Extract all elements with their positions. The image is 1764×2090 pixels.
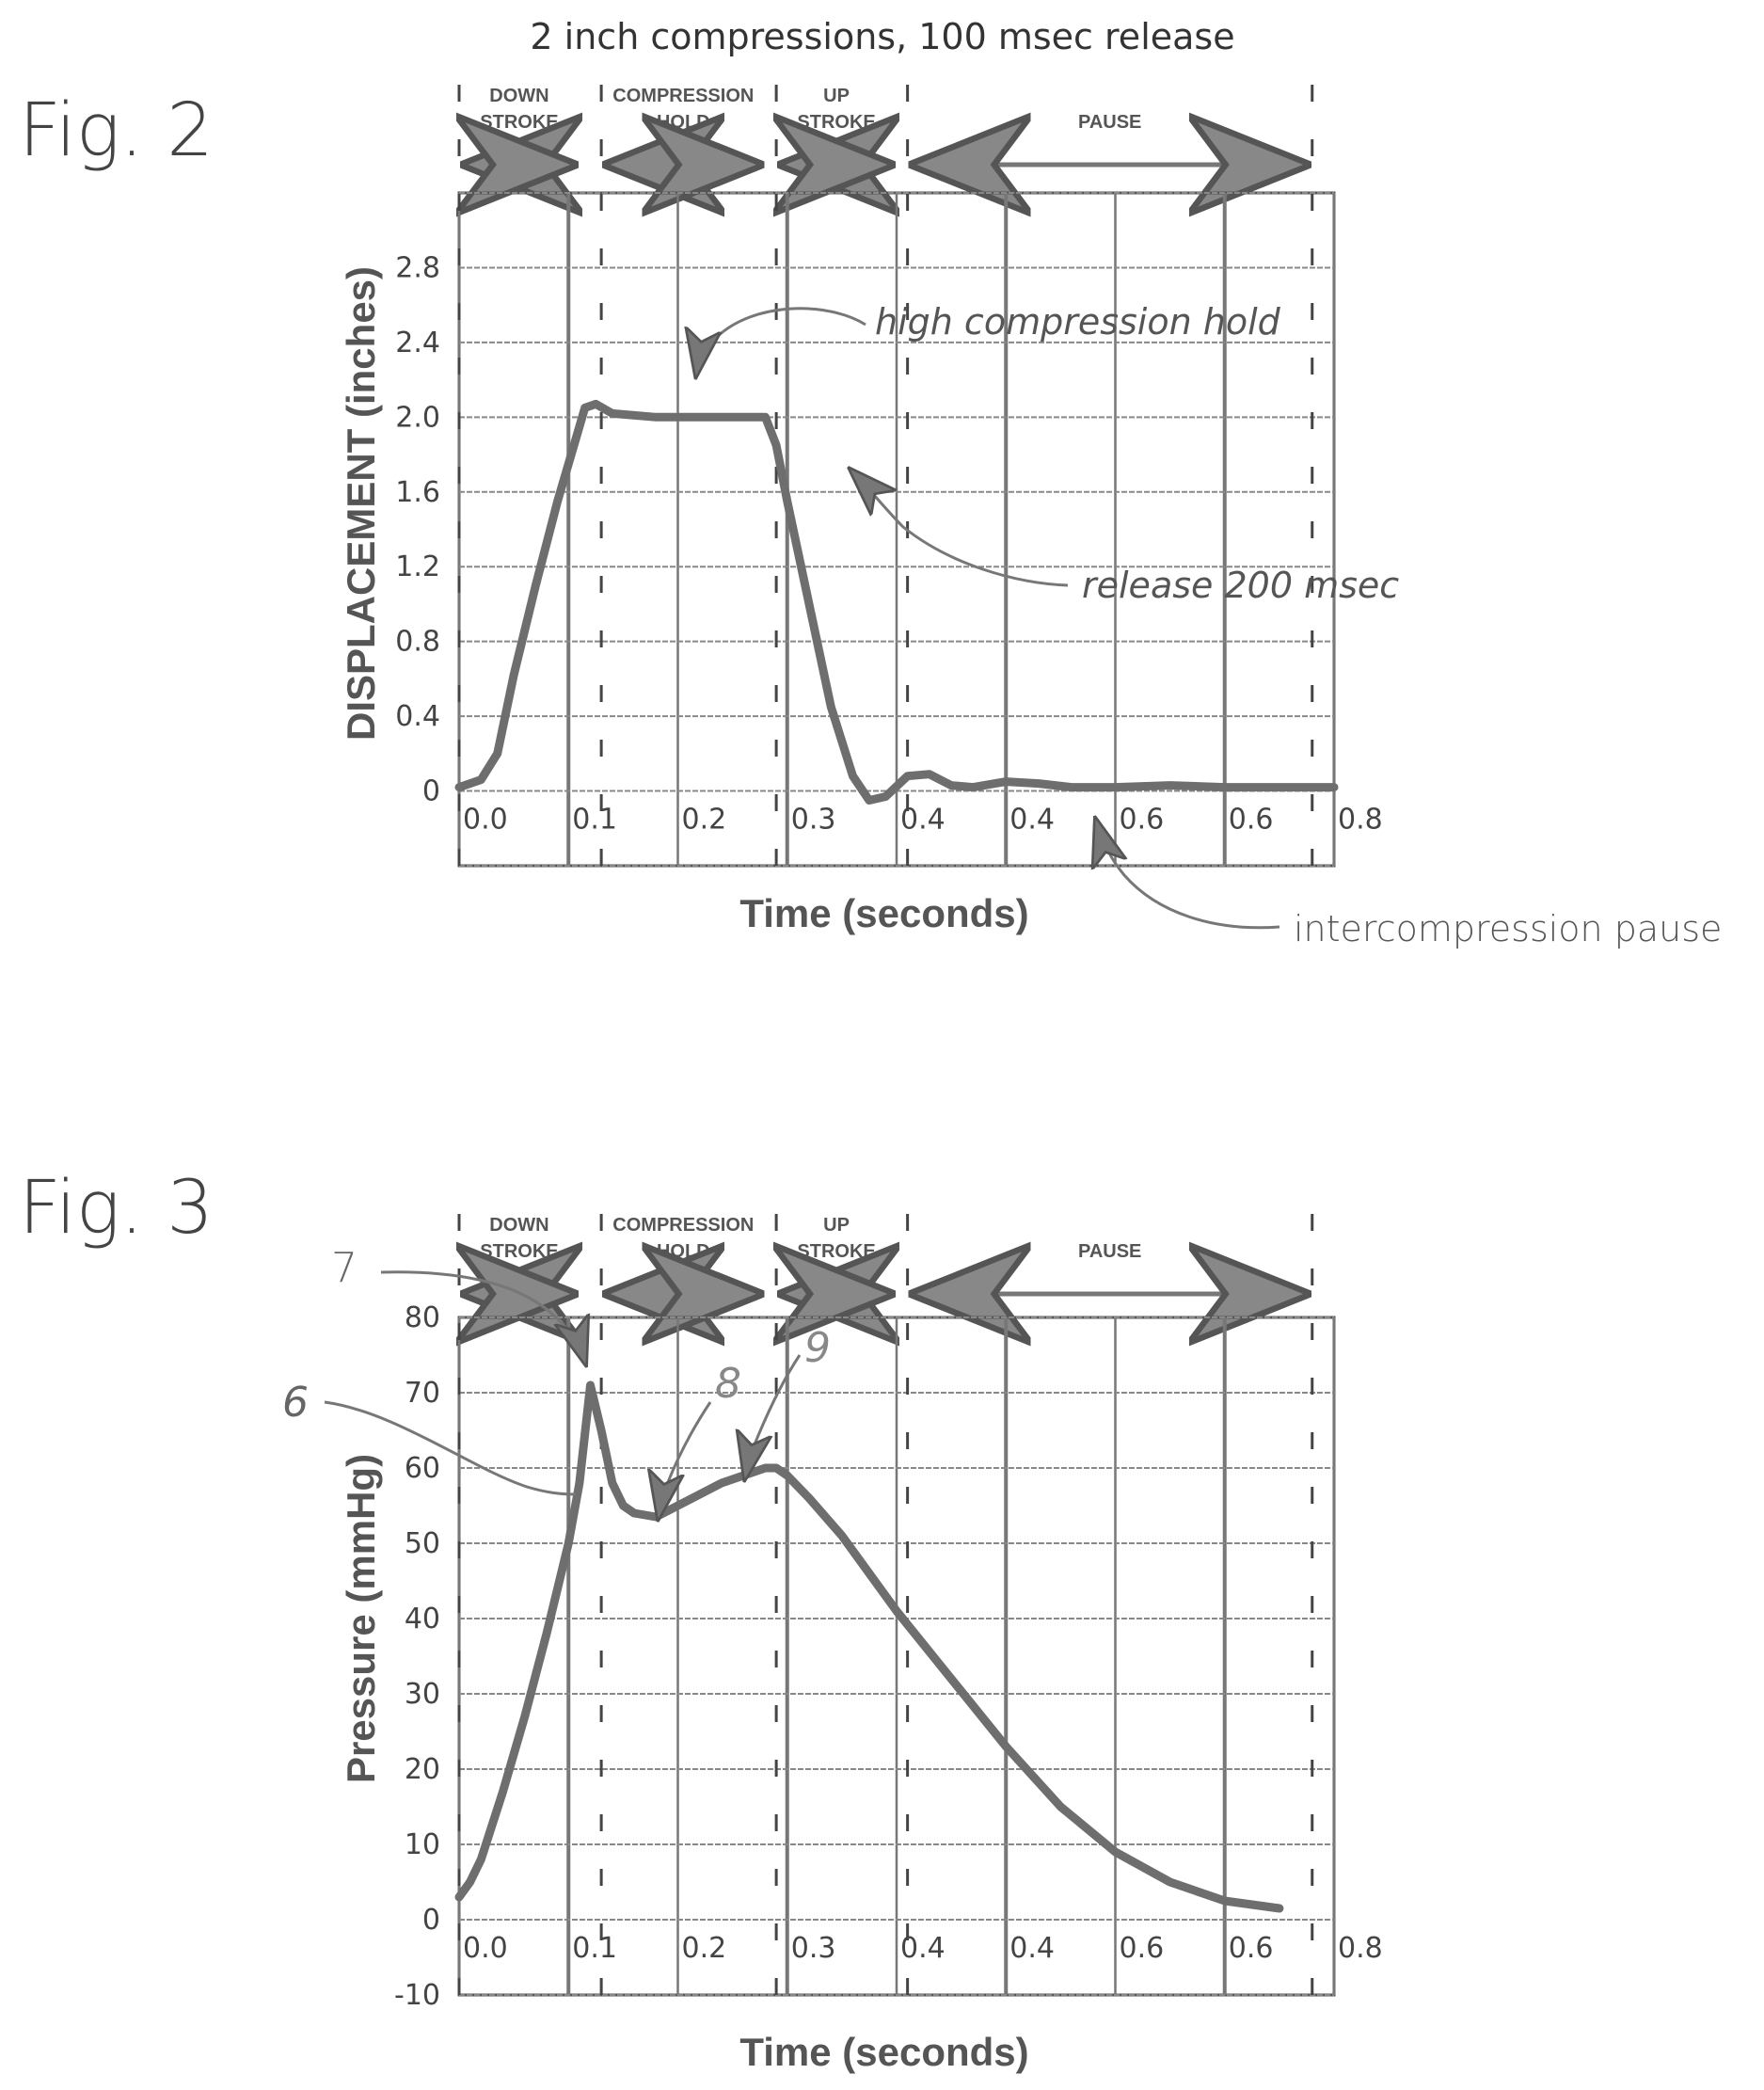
phase-label: STROKE — [797, 112, 875, 133]
y-tick-label: 2.4 — [395, 327, 440, 359]
phase-boundaries — [457, 1214, 1314, 1995]
x-tick-label: 0.4 — [900, 1932, 946, 1965]
y-tick-label: 1.2 — [395, 550, 440, 583]
figure-3-label: Fig. 3 — [19, 1166, 214, 1251]
y-axis-label: DISPLACEMENT (inches) — [339, 266, 383, 741]
phase-label: STROKE — [480, 1241, 558, 1262]
y-tick-label: 0.4 — [395, 700, 440, 733]
x-tick-label: 0.1 — [572, 1932, 617, 1965]
x-tick-label: 0.3 — [791, 804, 836, 837]
annotation-label: high compression hold — [875, 301, 1281, 343]
phase-label: UP — [823, 86, 850, 106]
annotation-arrow — [1096, 821, 1280, 930]
x-tick-label: 0.1 — [572, 804, 617, 837]
x-tick-label: 0.2 — [682, 804, 727, 837]
annotation-arrow — [324, 1400, 577, 1496]
x-axis-label: Time (seconds) — [739, 2030, 1028, 2074]
y-axis-label: Pressure (mmHg) — [339, 1454, 383, 1783]
x-tick-labels: 0.0 0.1 0.2 0.3 0.4 0.4 0.6 0.6 0.8 — [463, 804, 1383, 837]
x-tick-label: 0.6 — [1229, 804, 1274, 837]
annotation-label: 8 — [715, 1360, 741, 1408]
y-tick-label: 0 — [422, 775, 440, 808]
phase-label: DOWN — [489, 1215, 548, 1236]
annotation-arrow — [851, 471, 1069, 587]
series-line-pressure — [454, 1380, 1284, 1913]
annotation-arrow — [659, 1401, 712, 1517]
y-tick-labels: 0 0.4 0.8 1.2 1.6 2.0 2.4 2.8 — [395, 251, 440, 807]
x-tick-label: 0.8 — [1338, 1932, 1383, 1965]
phase-boundaries — [457, 85, 1314, 880]
y-tick-label: 20 — [405, 1753, 440, 1786]
annotation-label: release 200 msec — [1082, 565, 1399, 606]
phase-label: PAUSE — [1078, 1241, 1141, 1262]
annotation-arrow — [745, 1354, 802, 1477]
x-tick-label: 0.4 — [1009, 1932, 1055, 1965]
x-tick-label: 0.6 — [1229, 1932, 1274, 1965]
annotation-arrow — [696, 307, 866, 375]
y-tick-label: 2.8 — [395, 251, 440, 284]
phase-label: COMPRESSION — [612, 86, 754, 106]
annotation-arrow — [380, 1270, 585, 1363]
y-tick-labels: -10 0 10 20 30 40 50 60 70 80 — [394, 1301, 440, 2012]
x-tick-label: 0.8 — [1338, 804, 1383, 837]
phase-indicators: DOWN STROKE COMPRESSION HOLD UP STROKE PAUSE — [472, 86, 1299, 165]
y-tick-label: 1.6 — [395, 476, 440, 509]
phase-label: UP — [823, 1215, 850, 1236]
y-tick-label: 10 — [405, 1828, 440, 1861]
phase-label: COMPRESSION — [612, 1215, 754, 1236]
y-tick-label: 60 — [405, 1452, 440, 1485]
x-tick-label: 0.6 — [1120, 1932, 1165, 1965]
phase-label: STROKE — [797, 1241, 875, 1262]
y-tick-label: 30 — [405, 1678, 440, 1711]
x-tick-label: 0.3 — [791, 1932, 836, 1965]
phase-label: HOLD — [657, 112, 710, 133]
phase-label: PAUSE — [1078, 112, 1141, 133]
y-tick-label: 2.0 — [395, 401, 440, 434]
figure-2-label: Fig. 2 — [19, 88, 214, 173]
figure-3: Fig. 3 DOWN STROKE COMPRESSION HOLD UP STROKE… — [19, 1166, 1383, 2074]
chart-title: 2 inch compressions, 100 msec release — [530, 16, 1234, 57]
y-tick-label: -10 — [394, 1979, 440, 2012]
x-axis-label: Time (seconds) — [739, 891, 1028, 935]
x-tick-label: 0.2 — [682, 1932, 727, 1965]
annotations: 6 7 8 9 — [282, 1244, 831, 1517]
x-tick-label: 0.4 — [1009, 804, 1055, 837]
y-tick-label: 0.8 — [395, 626, 440, 659]
y-tick-label: 50 — [405, 1527, 440, 1560]
phase-indicators: DOWN STROKE COMPRESSION HOLD UP STROKE PAUSE — [472, 1215, 1299, 1294]
annotation-label: 9 — [804, 1324, 831, 1372]
phase-label: STROKE — [480, 112, 558, 133]
annotations: high compression hold release 200 msec int… — [696, 301, 1722, 949]
y-tick-label: 0 — [422, 1904, 440, 1937]
figure-2: Fig. 2 2 inch compressions, 100 msec rel… — [19, 16, 1722, 949]
grid — [457, 191, 1336, 868]
annotation-label: intercompression pause — [1294, 908, 1722, 949]
x-tick-label: 0.0 — [463, 1932, 508, 1965]
annotation-label: 7 — [331, 1244, 358, 1292]
y-tick-label: 40 — [405, 1603, 440, 1635]
phase-label: HOLD — [657, 1241, 710, 1262]
y-tick-label: 70 — [405, 1377, 440, 1410]
y-tick-label: 80 — [405, 1301, 440, 1334]
x-tick-label: 0.4 — [900, 804, 946, 837]
annotation-label: 6 — [282, 1379, 309, 1427]
x-tick-labels: 0.0 0.1 0.2 0.3 0.4 0.4 0.6 0.6 0.8 — [463, 1932, 1383, 1965]
x-tick-label: 0.6 — [1120, 804, 1165, 837]
phase-label: DOWN — [489, 86, 548, 106]
series-line-displacement — [454, 399, 1339, 805]
x-tick-label: 0.0 — [463, 804, 508, 837]
